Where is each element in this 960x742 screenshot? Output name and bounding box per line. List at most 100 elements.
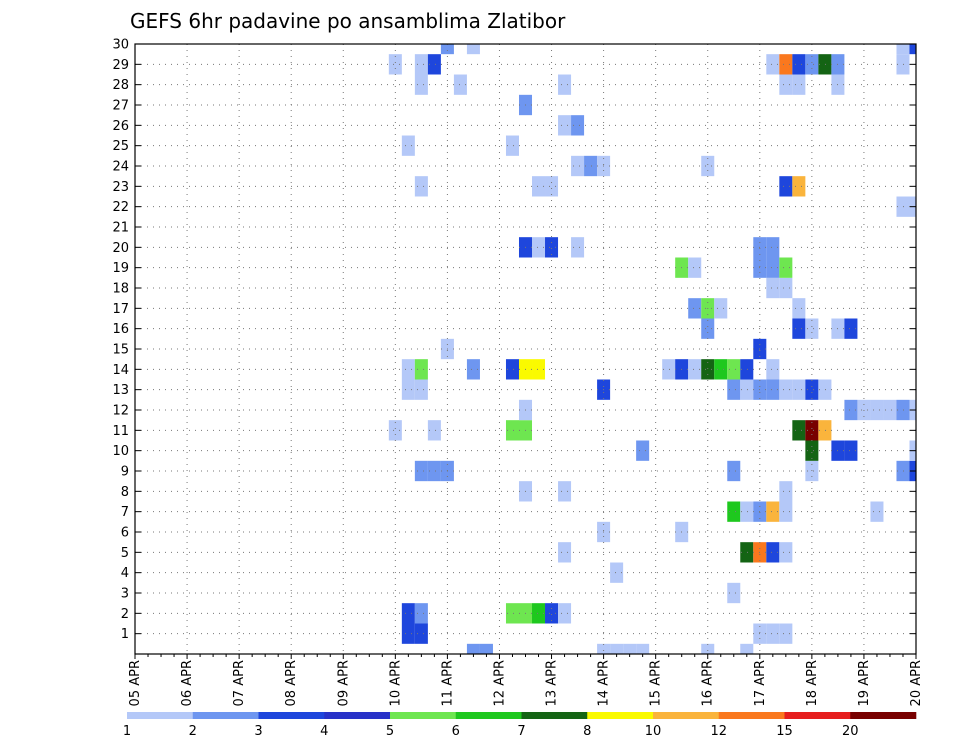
legend-label: 3 (254, 724, 262, 739)
legend-label: 1 (123, 724, 131, 739)
x-tick-label: 10 APR (388, 660, 403, 706)
legend-swatch (455, 712, 522, 719)
x-tick-label: 13 APR (545, 660, 560, 706)
heatmap-cell (740, 501, 754, 522)
y-tick-label: 26 (112, 119, 129, 134)
heatmap-cell (401, 603, 415, 624)
heatmap-cell (740, 643, 754, 654)
y-tick-label: 5 (121, 546, 129, 561)
heatmap-cell (388, 54, 402, 75)
heatmap-cell (610, 562, 624, 583)
heatmap-cell (792, 420, 806, 441)
heatmap-cell (414, 460, 428, 482)
y-tick-label: 17 (112, 302, 129, 317)
heatmap-cell (701, 155, 715, 177)
y-tick-label: 20 (112, 241, 129, 256)
legend-label: 7 (517, 724, 525, 739)
legend-label: 15 (776, 724, 793, 739)
heatmap-cell (401, 135, 415, 156)
heatmap-cell (727, 460, 741, 482)
y-tick-label: 6 (121, 526, 129, 541)
heatmap-cell (779, 501, 793, 522)
heatmap-cell (779, 257, 793, 278)
cells-layer (388, 44, 916, 654)
heatmap-cell (414, 54, 428, 75)
heatmap-cell (558, 115, 572, 136)
heatmap-cell (779, 74, 793, 95)
heatmap-cell (779, 542, 793, 563)
y-tick-label: 4 (121, 566, 129, 581)
x-tick-label: 15 APR (649, 660, 664, 706)
heatmap-cell (766, 359, 780, 380)
legend-swatch (521, 712, 588, 719)
heatmap-cell (532, 359, 546, 380)
y-tick-label: 3 (121, 587, 129, 602)
heatmap-cell (805, 440, 819, 461)
heatmap-cell (805, 420, 819, 441)
heatmap-cell (558, 542, 572, 563)
heatmap-cell (532, 176, 546, 197)
heatmap-cell (896, 460, 910, 482)
heatmap-cell (414, 623, 428, 644)
y-tick-label: 9 (121, 465, 129, 480)
legend-swatch (127, 712, 194, 719)
heatmap-cell (414, 176, 428, 197)
y-tick-label: 25 (112, 139, 129, 154)
heatmap-cell (818, 420, 832, 441)
heatmap-cell (896, 196, 910, 217)
chart-title: GEFS 6hr padavine po ansamblima Zlatibor (130, 9, 566, 33)
heatmap-cell (870, 399, 884, 421)
heatmap-cell (805, 379, 819, 400)
heatmap-cell (688, 298, 702, 319)
heatmap-cell (401, 379, 415, 400)
y-tick-label: 1 (121, 627, 129, 642)
heatmap-cell (766, 277, 780, 299)
heatmap-cell (792, 298, 806, 319)
heatmap-cell (766, 542, 780, 563)
y-tick-label: 8 (121, 485, 129, 500)
heatmap-cell (571, 237, 585, 258)
y-tick-label: 23 (112, 180, 129, 195)
heatmap-cell (792, 74, 806, 95)
heatmap-cell (714, 359, 728, 380)
legend-swatch (850, 712, 917, 719)
heatmap-cell (766, 501, 780, 522)
y-tick-label: 28 (112, 78, 129, 93)
y-tick-label: 24 (112, 160, 129, 175)
legend-swatch (390, 712, 457, 719)
heatmap-cell (740, 359, 754, 380)
legend-swatch (192, 712, 259, 719)
y-tick-label: 15 (112, 343, 129, 358)
heatmap-cell (597, 643, 611, 654)
y-tick-label: 10 (112, 444, 129, 459)
heatmap-cell (896, 399, 910, 421)
heatmap-cell (427, 54, 441, 75)
x-tick-label: 05 APR (128, 660, 143, 706)
heatmap-cell (688, 257, 702, 278)
heatmap-cell (766, 237, 780, 258)
y-axis: 1234567891011121314151617181920212223242… (112, 38, 916, 642)
legend-swatch (324, 712, 391, 719)
heatmap-cell (779, 54, 793, 75)
heatmap-cell (727, 359, 741, 380)
legend-label: 2 (189, 724, 197, 739)
heatmap-cell (844, 440, 858, 461)
heatmap-cell (766, 379, 780, 400)
heatmap-cell (479, 643, 493, 654)
y-tick-label: 18 (112, 282, 129, 297)
heatmap-cell (792, 318, 806, 339)
heatmap-cell (896, 54, 910, 75)
y-tick-label: 19 (112, 261, 129, 276)
legend-label: 10 (645, 724, 662, 739)
heatmap-cell (662, 359, 676, 380)
heatmap-cell (401, 623, 415, 644)
x-tick-label: 08 APR (284, 660, 299, 706)
x-tick-label: 19 APR (857, 660, 872, 706)
heatmap-cell (414, 74, 428, 95)
y-tick-label: 14 (112, 363, 129, 378)
grid-layer (135, 43, 916, 654)
heatmap-cell (584, 155, 598, 177)
y-tick-label: 12 (112, 404, 129, 419)
heatmap-cell (896, 44, 910, 55)
